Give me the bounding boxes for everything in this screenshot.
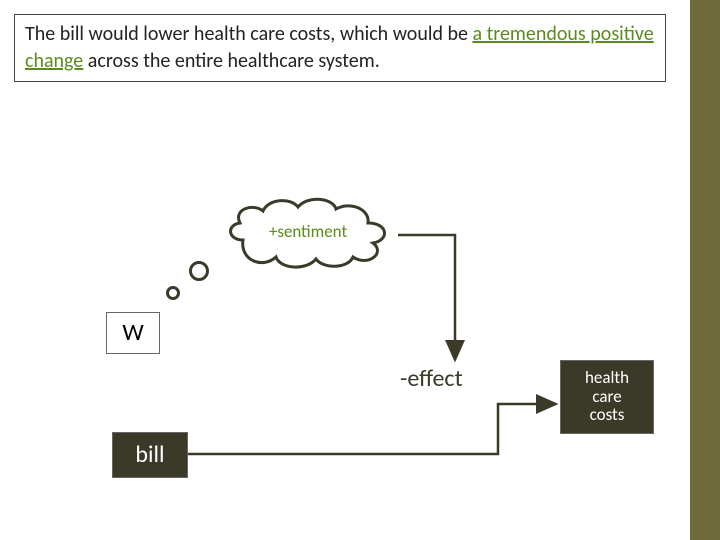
arrow-sentiment-to-effect	[398, 235, 455, 360]
effect-label: -effect	[400, 364, 463, 393]
arrow-layer	[0, 0, 720, 540]
health-care-costs-node: health care costs	[560, 360, 654, 434]
bill-node: bill	[112, 432, 188, 478]
writer-node-label: W	[122, 320, 143, 346]
arrow-bill-to-healthcarecosts	[186, 404, 556, 454]
hcc-label-line1: health	[585, 369, 629, 388]
hcc-label-line3: costs	[585, 406, 629, 425]
writer-node: W	[106, 312, 160, 354]
bill-node-label: bill	[135, 442, 164, 468]
slide-canvas: The bill would lower health care costs, …	[0, 0, 720, 540]
